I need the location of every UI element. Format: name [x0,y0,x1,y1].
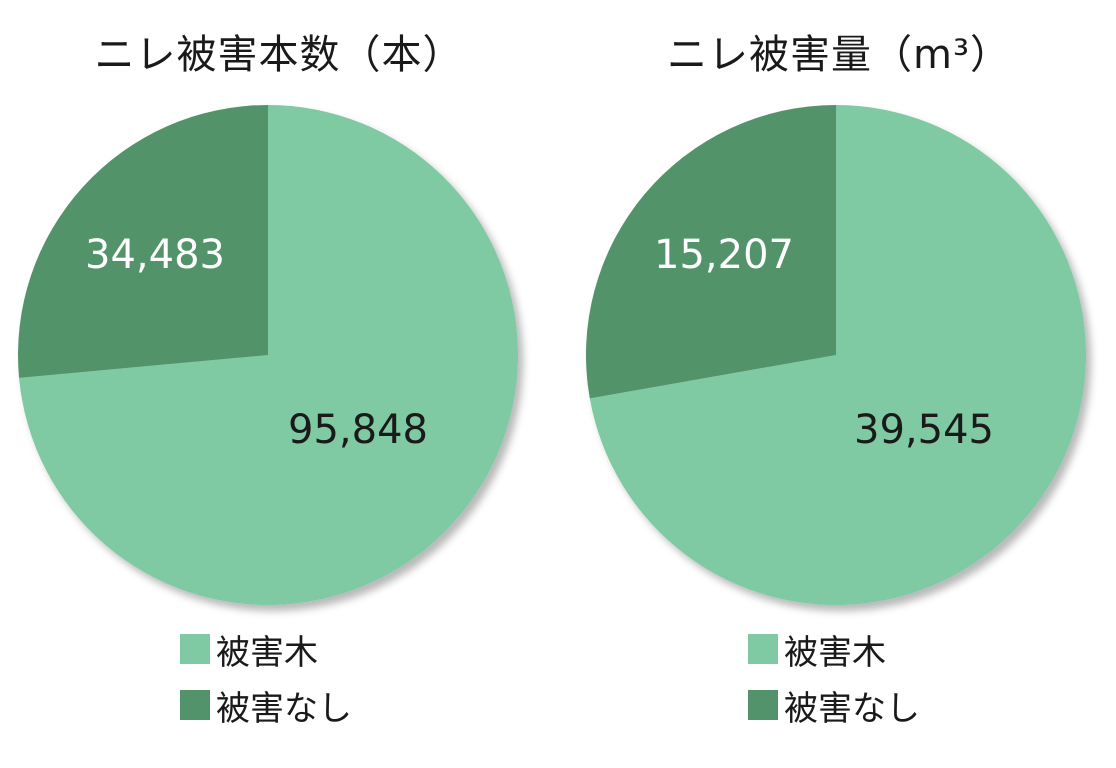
pie-slice-damaged [589,105,1087,605]
chart-panel-stem-count: ニレ被害本数（本） 95,848 34,483 被害木 被害なし [18,32,519,736]
slice-value-label-undamaged: 15,207 [654,232,794,278]
chart-title: ニレ被害量（m³） [667,32,1011,78]
legend-item-damaged: 被害木 [180,624,352,674]
slice-value-label-undamaged: 34,483 [85,232,225,278]
slice-value-label-damaged: 39,545 [854,407,994,453]
pie-chart: 95,848 34,483 [18,105,519,606]
legend-item-damaged: 被害木 [748,624,920,674]
legend-swatch-damaged [180,634,210,664]
legend: 被害木 被害なし [748,624,920,736]
legend-label: 被害木 [784,632,886,673]
pie-chart: 39,545 15,207 [586,105,1087,605]
pie-slice-damaged [19,105,519,606]
pie-slice-undamaged [586,105,836,399]
legend-label: 被害なし [216,688,352,729]
chart-panel-volume: ニレ被害量（m³） 39,545 15,207 被害木 被害なし [560,0,1116,768]
legend-item-undamaged: 被害なし [748,680,920,730]
pie-slice-undamaged [18,105,268,378]
chart-title: ニレ被害本数（本） [94,32,464,78]
slice-value-label-damaged: 95,848 [288,407,428,453]
legend-swatch-undamaged [180,690,210,720]
legend-item-undamaged: 被害なし [180,680,352,730]
legend-label: 被害木 [216,632,318,673]
legend: 被害木 被害なし [180,624,352,736]
legend-swatch-undamaged [748,690,778,720]
legend-label: 被害なし [784,688,920,729]
legend-swatch-damaged [748,634,778,664]
